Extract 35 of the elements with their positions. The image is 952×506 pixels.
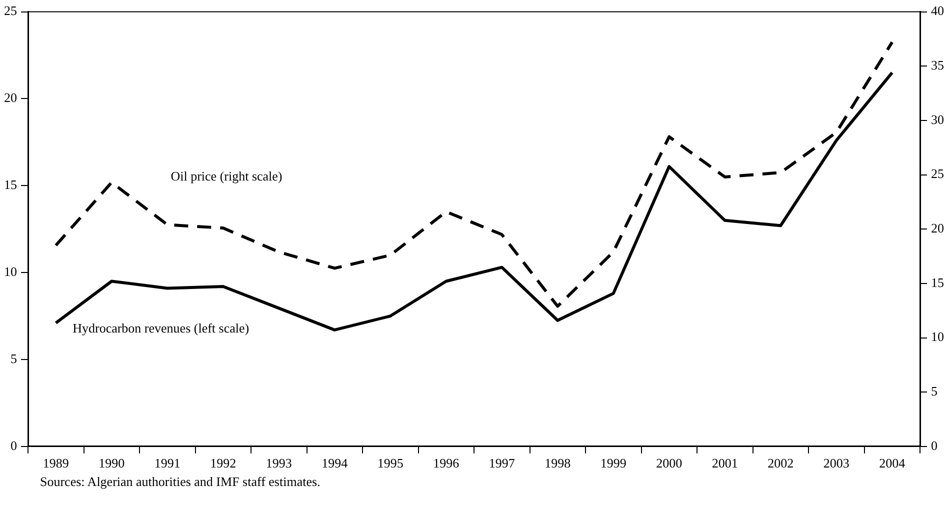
x-tick-label: 2004 (879, 456, 906, 471)
x-tick-label: 1994 (322, 456, 348, 471)
source-note: Sources: Algerian authorities and IMF staff estimates. (40, 474, 320, 490)
x-tick-label: 1998 (544, 456, 571, 471)
x-tick-label: 1997 (488, 456, 516, 471)
y2-tick-label: 15 (931, 274, 944, 290)
line-series (54, 40, 894, 308)
x-tick-label: 2000 (656, 456, 682, 471)
y-tick-label: 5 (10, 350, 17, 366)
x-tick-label: 1991 (154, 456, 180, 471)
y2-tick-label: 20 (931, 220, 944, 236)
y2-tick-label: 40 (931, 3, 944, 18)
x-tick-label: 1996 (433, 456, 460, 471)
y-tick-label: 10 (4, 264, 17, 279)
x-tick-label: 1995 (377, 456, 404, 471)
x-tick-label: 2001 (712, 456, 738, 471)
text: Oil price (right scale) (170, 168, 282, 184)
y2-tick-label: 10 (931, 329, 944, 344)
series-label: Hydrocarbon revenues (left scale) (72, 320, 250, 336)
y2-tick-label: 0 (931, 438, 938, 453)
x-tick-label: 2002 (768, 456, 794, 471)
x-tick-label: 1993 (266, 456, 292, 471)
y2-tick-label: 30 (931, 112, 944, 127)
y-tick-label: 25 (4, 3, 17, 18)
x-tick-label: 1999 (600, 456, 626, 471)
x-tick-label: 1992 (210, 456, 236, 471)
x-tick-label: 1989 (42, 456, 69, 471)
x-tick-label: 2003 (823, 456, 850, 471)
x-tick-label: 1990 (98, 456, 125, 471)
y2-tick-label: 25 (931, 166, 944, 182)
y2-tick-label: 35 (931, 58, 944, 73)
y-tick-label: 15 (4, 177, 17, 192)
y2-tick-label: 5 (931, 383, 938, 398)
y-tick-label: 20 (4, 90, 17, 106)
y-tick-label: 0 (10, 438, 17, 453)
